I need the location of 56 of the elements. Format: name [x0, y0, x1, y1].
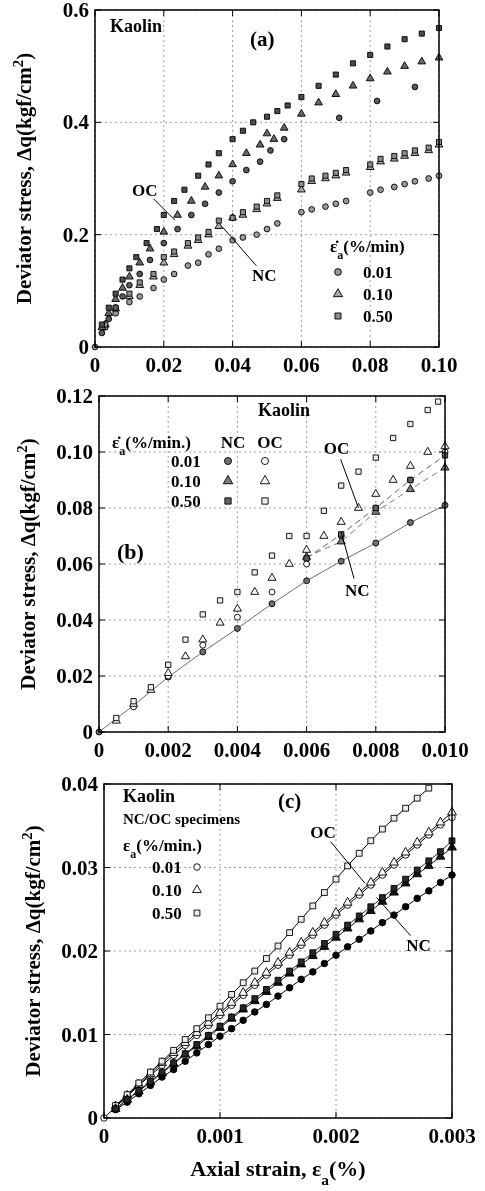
x-tick-label: 0.08 — [351, 353, 389, 377]
legend-title: ε$_{a}$(%/min.) — [123, 836, 202, 861]
x-tick-label: 0.001 — [196, 1124, 244, 1148]
y-tick-label: 0 — [82, 720, 93, 744]
y-tick-label: 0.01 — [61, 1022, 98, 1047]
x-tick-label: 0.002 — [312, 1124, 360, 1148]
y-tick-label: 0.12 — [56, 384, 93, 408]
annotation: (b) — [117, 539, 144, 564]
annotation: OC — [323, 439, 350, 458]
annotation: OC — [257, 433, 283, 452]
annotation: NC — [406, 935, 431, 955]
annotation: NC/OC specimens — [123, 811, 241, 827]
annotation: Kaolin — [123, 786, 176, 806]
x-tick-label: 0.008 — [352, 738, 400, 762]
legend-label: 0.10 — [363, 285, 393, 304]
y-tick-label: 0.02 — [56, 664, 93, 688]
annotation: Kaolin — [110, 16, 163, 36]
y-tick-label: 0.2 — [62, 222, 89, 247]
y-tick-label: 0.08 — [56, 496, 93, 520]
x-tick-label: 0.010 — [421, 738, 469, 762]
x-tick-label: 0.04 — [214, 353, 252, 377]
legend-label: 0.10 — [152, 881, 182, 900]
x-tick-label: 0.002 — [144, 738, 192, 762]
annotation: NC — [220, 433, 246, 452]
annotation: OC — [132, 181, 158, 201]
x-tick-label: 0.06 — [283, 353, 320, 377]
annotation: NC — [252, 265, 277, 285]
annotation: OC — [310, 823, 336, 843]
x-tick-label: 0.02 — [145, 353, 183, 377]
y-tick-label: 0.03 — [61, 855, 98, 880]
annotation: (c) — [278, 789, 302, 813]
annotation: (a) — [250, 27, 275, 51]
y-tick-label: 0 — [87, 1106, 98, 1130]
legend-label: 0.01 — [171, 452, 201, 471]
y-tick-label: 0 — [78, 335, 89, 359]
y-tick-label: 0.6 — [62, 0, 89, 22]
legend-label: 0.01 — [152, 858, 182, 877]
legend-label: 0.50 — [171, 492, 201, 511]
legend-label: 0.50 — [152, 904, 182, 923]
x-tick-label: 0.006 — [282, 738, 331, 762]
legend-label: 0.50 — [363, 307, 393, 326]
y-tick-label: 0.04 — [61, 772, 99, 796]
x-tick-label: 0.004 — [213, 738, 262, 762]
legend-label: 0.01 — [363, 263, 393, 282]
legend-title: ε̇$_{a}$(%/min) — [330, 237, 405, 262]
x-tick-label: 0.003 — [428, 1124, 476, 1148]
annotation: Kaolin — [258, 400, 311, 420]
x-axis-title: Axial strain, ε$_{a}$(%) — [190, 1156, 366, 1188]
y-tick-label: 0.10 — [56, 440, 93, 464]
legend-label: 0.10 — [171, 472, 201, 491]
y-tick-label: 0.4 — [62, 110, 90, 135]
x-tick-label: 0.10 — [420, 353, 458, 377]
annotation: NC — [344, 581, 370, 601]
y-tick-label: 0.06 — [56, 552, 93, 576]
y-tick-label: 0.04 — [56, 608, 94, 632]
y-tick-label: 0.02 — [61, 939, 98, 963]
